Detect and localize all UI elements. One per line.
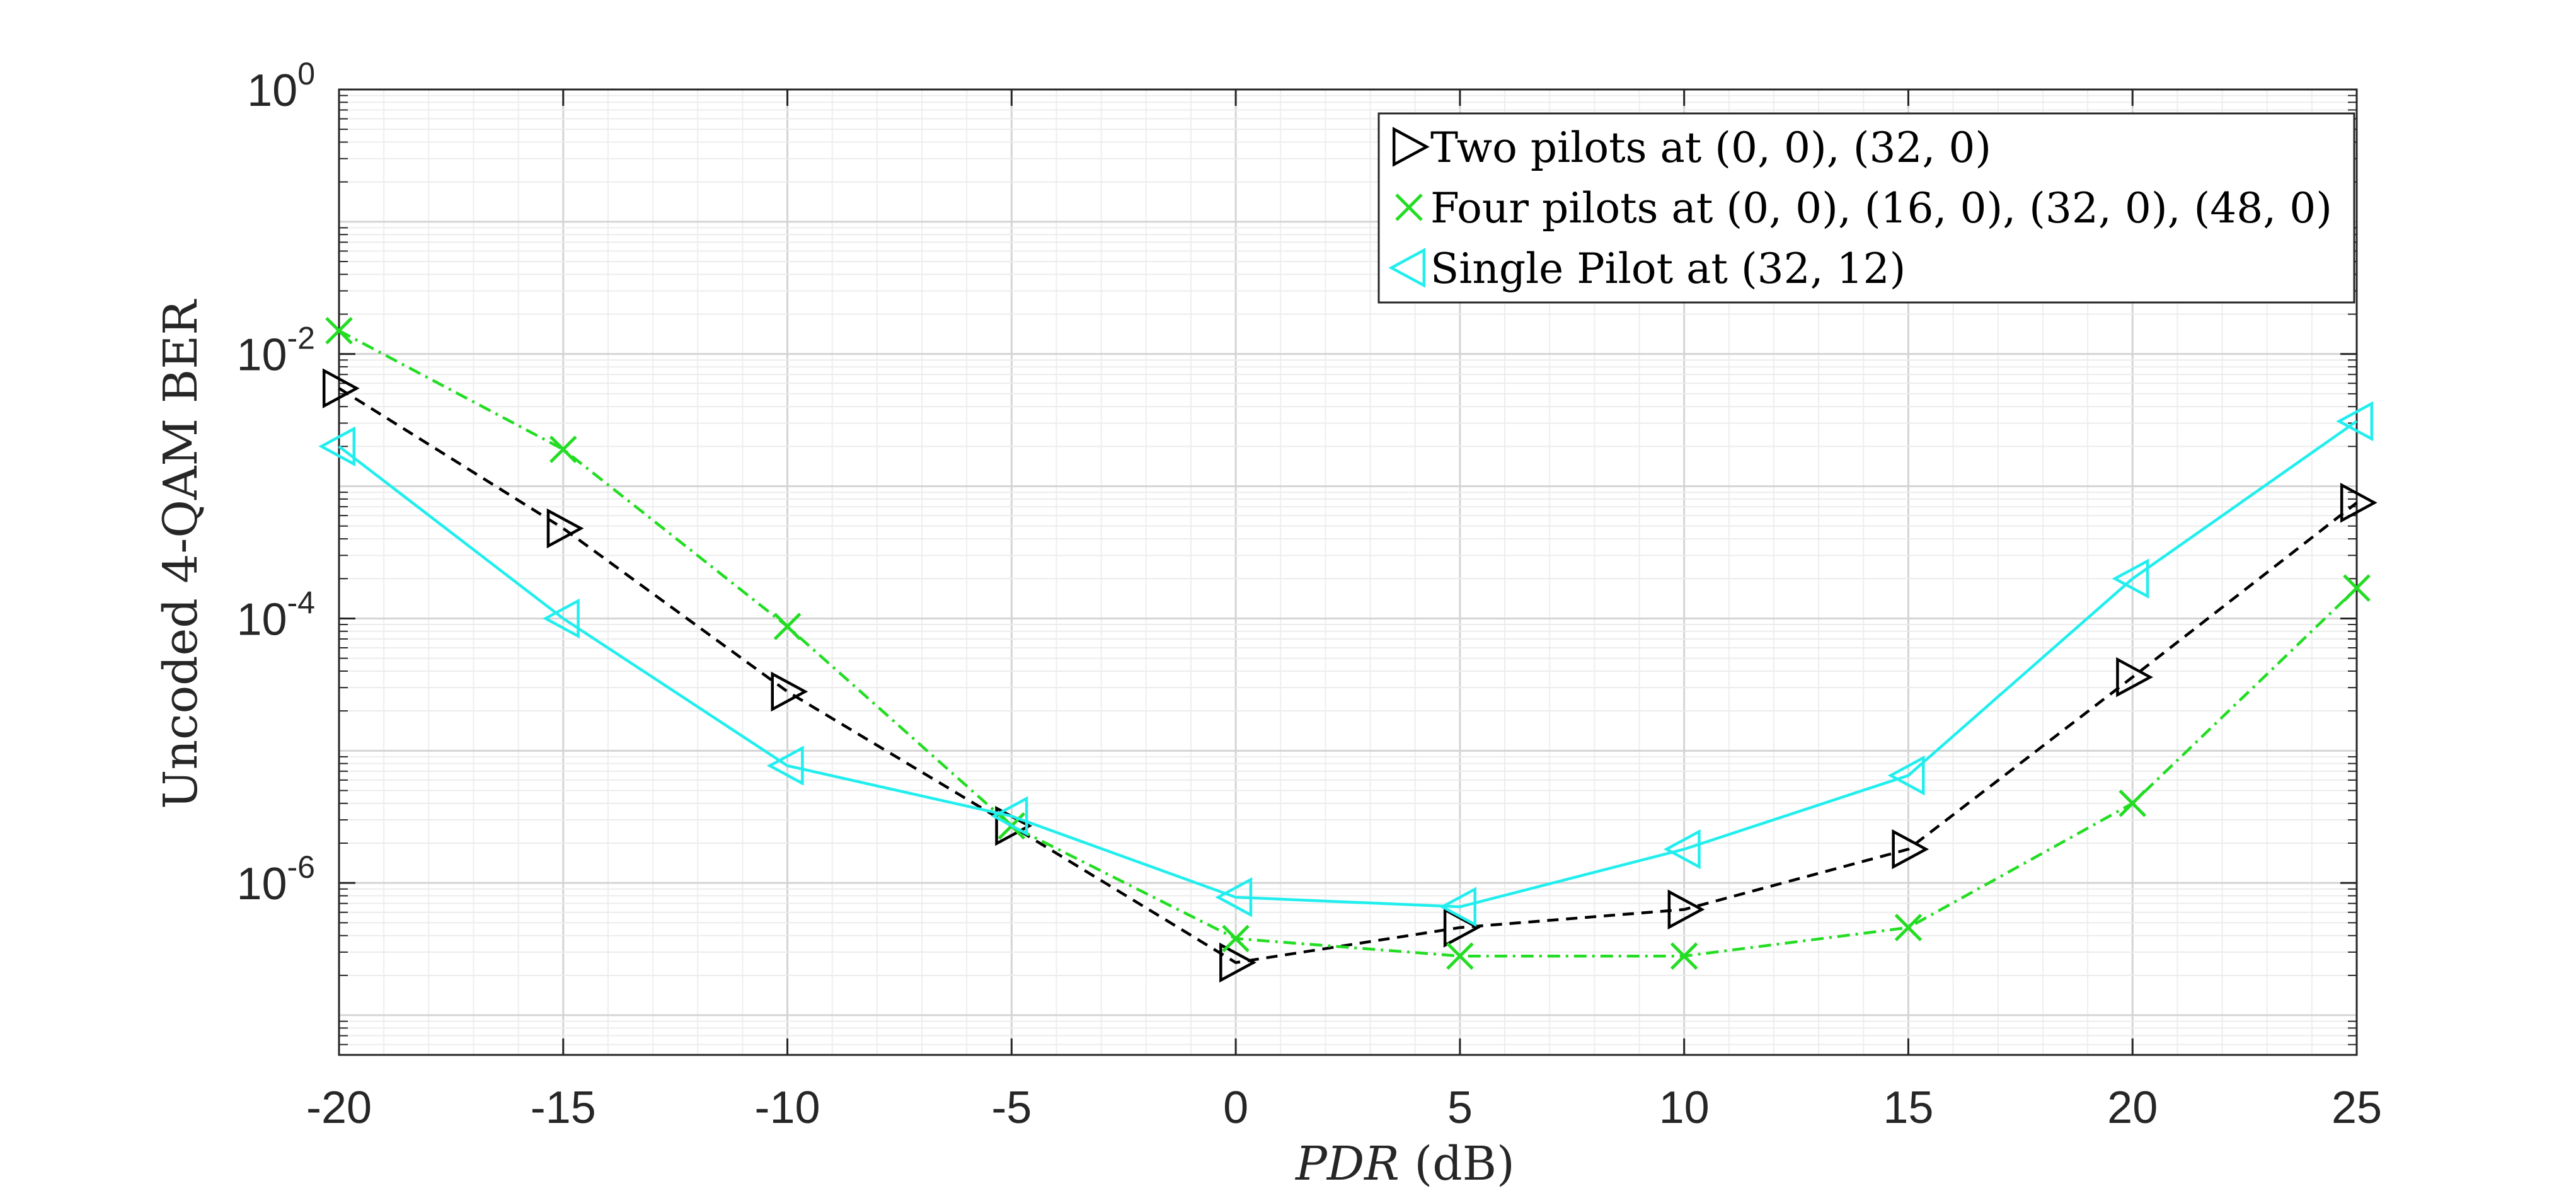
data-point-marker <box>1663 829 1701 870</box>
x-tick-label: 15 <box>1883 1083 1933 1133</box>
data-point-marker <box>1667 889 1705 930</box>
data-point-marker <box>771 671 808 712</box>
data-point-marker <box>1443 907 1481 948</box>
y-tick-label: 10-4 <box>236 585 315 645</box>
series-line <box>338 329 2358 958</box>
series-x <box>325 317 2371 970</box>
legend-label: Single Pilot at (32, 12) <box>1430 245 1906 293</box>
data-point-marker <box>549 435 577 463</box>
series-group <box>318 317 2378 983</box>
x-tick-label: 25 <box>2332 1083 2382 1133</box>
legend-box <box>1377 112 2355 304</box>
series-triangle-right <box>322 368 2378 983</box>
legend-entry: Single Pilot at (32, 12) <box>1388 245 1906 293</box>
data-point-marker <box>2340 483 2378 523</box>
data-point-marker <box>322 368 360 408</box>
data-point-marker <box>2112 558 2149 599</box>
x-tick-label: -10 <box>755 1083 820 1133</box>
legend-label: Four pilots at (0, 0), (16, 0), (32, 0),… <box>1430 184 2332 233</box>
data-point-marker <box>1670 942 1698 970</box>
y-axis-title: Uncoded 4-QAM BER <box>154 299 208 809</box>
data-point-marker <box>1439 887 1476 927</box>
data-point-marker <box>2116 657 2153 698</box>
series-line <box>338 420 2358 909</box>
plot-area-frame <box>338 88 2358 1056</box>
data-point-marker <box>1446 942 1474 970</box>
data-point-marker <box>773 613 802 640</box>
data-point-marker <box>2336 401 2374 442</box>
legend-entry: Two pilots at (0, 0), (32, 0) <box>1392 124 1991 172</box>
x-axis-title: PDR (dB) <box>1294 1137 1515 1191</box>
data-point-marker <box>1887 755 1925 796</box>
legend-marker <box>1388 248 1426 288</box>
y-tick-label: 100 <box>247 56 315 116</box>
legend-label: Two pilots at (0, 0), (32, 0) <box>1430 124 1991 172</box>
data-point-marker <box>1892 829 1929 870</box>
series-triangle-left <box>318 401 2374 927</box>
data-point-marker <box>543 598 580 639</box>
svg-text:PDR (dB): PDR (dB) <box>1294 1137 1515 1191</box>
legend-marker <box>1395 193 1423 221</box>
data-point-marker <box>2343 574 2371 602</box>
legend: Two pilots at (0, 0), (32, 0) Four pilots… <box>1377 112 2355 304</box>
x-tick-label: -20 <box>306 1083 372 1133</box>
x-tick-label: 20 <box>2107 1083 2158 1133</box>
x-tick-label: 10 <box>1659 1083 1710 1133</box>
data-point-marker <box>325 317 353 345</box>
x-tick-label: 5 <box>1447 1083 1473 1133</box>
x-tick-label: 0 <box>1223 1083 1248 1133</box>
data-point-marker <box>991 796 1028 836</box>
data-point-marker <box>1215 877 1253 918</box>
y-tick-label: 10-2 <box>236 321 315 381</box>
series-line <box>338 387 2358 964</box>
data-point-marker <box>318 426 356 467</box>
data-point-marker <box>1219 942 1256 983</box>
x-tick-label: -15 <box>531 1083 596 1133</box>
data-point-marker <box>1894 914 1923 941</box>
legend-entry: Four pilots at (0, 0), (16, 0), (32, 0),… <box>1395 184 2332 233</box>
legend-marker <box>1392 127 1430 167</box>
data-point-marker <box>766 745 804 786</box>
data-point-marker <box>1222 924 1250 953</box>
data-point-marker <box>546 508 584 549</box>
x-axis-title-var: PDR <box>1294 1137 1400 1191</box>
x-axis-title-unit: (dB) <box>1400 1137 1515 1191</box>
y-tick-label: 10-6 <box>236 849 315 909</box>
x-tick-label: -5 <box>991 1083 1032 1133</box>
data-point-marker <box>2119 790 2146 817</box>
